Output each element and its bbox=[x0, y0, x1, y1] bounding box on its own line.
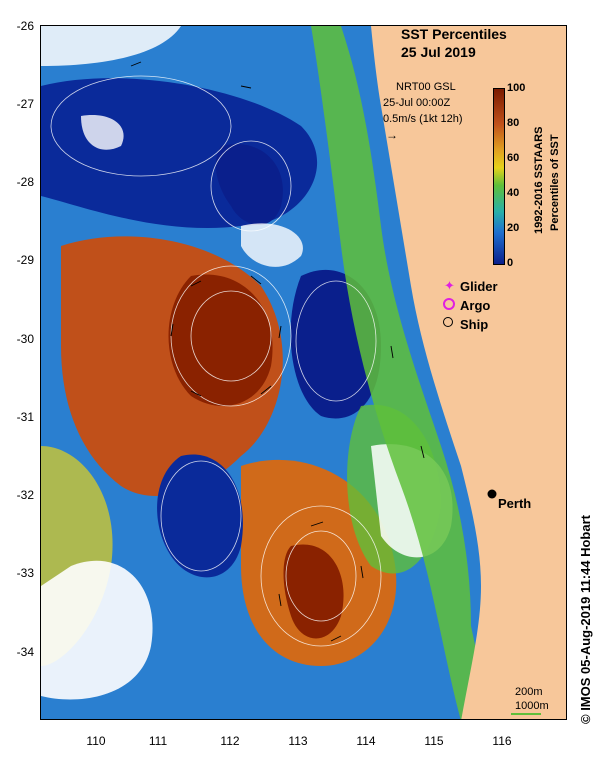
colorbar-tick-40: 40 bbox=[507, 187, 520, 199]
colorbar-tick-20: 20 bbox=[507, 222, 520, 234]
legend-ship: Ship bbox=[460, 317, 489, 332]
y-tick-label: -27 bbox=[16, 97, 34, 111]
colorbar-label-1: 1992-2016 SSTAARS bbox=[533, 126, 545, 234]
x-tick-label: 113 bbox=[288, 734, 308, 748]
legend-glider: Glider bbox=[460, 279, 498, 294]
y-tick-label: -30 bbox=[16, 332, 34, 346]
x-tick-label: 116 bbox=[492, 734, 512, 748]
y-tick-label: -31 bbox=[16, 410, 34, 424]
glider-icon: ✦ bbox=[444, 278, 455, 293]
cold-eddy-small bbox=[215, 144, 283, 225]
shelf-band bbox=[311, 26, 491, 719]
current-time: 25-Jul 00:00Z bbox=[383, 97, 451, 109]
argo-icon bbox=[443, 298, 455, 310]
cloud-gap-mid bbox=[241, 223, 303, 267]
cloud-gap-small bbox=[81, 115, 124, 150]
y-tick-label: -29 bbox=[16, 253, 34, 267]
land-western-australia bbox=[371, 26, 566, 719]
y-tick-label: -32 bbox=[16, 488, 34, 502]
x-tick-label: 112 bbox=[220, 734, 240, 748]
perth-label: Perth bbox=[498, 496, 532, 511]
y-tick-label: -34 bbox=[16, 645, 34, 659]
ship-icon bbox=[443, 317, 453, 327]
map-date: 25 Jul 2019 bbox=[401, 44, 476, 60]
cloud-gap-north bbox=[41, 26, 181, 66]
sst-map bbox=[41, 26, 566, 719]
current-scale: 0.5m/s (1kt 12h) bbox=[383, 113, 463, 125]
x-tick-label: 111 bbox=[148, 734, 168, 748]
y-tick-label: -26 bbox=[16, 19, 34, 33]
current-source: NRT00 GSL bbox=[396, 81, 456, 93]
legend-argo: Argo bbox=[460, 298, 491, 313]
warm-eddy-south-core bbox=[283, 544, 344, 639]
x-tick-label: 115 bbox=[424, 734, 444, 748]
current-scale-arrow-icon: → bbox=[386, 128, 398, 142]
map-title: SST Percentiles bbox=[401, 26, 507, 42]
colorbar-tick-60: 60 bbox=[507, 152, 520, 164]
credit-text: © IMOS 05-Aug-2019 11:44 Hobart bbox=[578, 515, 593, 724]
colorbar bbox=[493, 88, 505, 265]
colorbar-tick-0: 0 bbox=[507, 257, 514, 269]
colorbar-tick-80: 80 bbox=[507, 117, 520, 129]
current-vectors bbox=[130, 61, 425, 642]
y-tick-label: -28 bbox=[16, 175, 34, 189]
x-tick-label: 114 bbox=[356, 734, 376, 748]
cold-eddy-southwest bbox=[157, 454, 243, 578]
perth-marker bbox=[487, 489, 497, 499]
warm-eddy-core bbox=[168, 274, 273, 406]
scale-bar-200m: 200m bbox=[515, 686, 543, 698]
scale-bar-1000m: 1000m bbox=[515, 700, 549, 712]
cloud-gap-southwest bbox=[41, 560, 153, 700]
colorbar-label-2: Percentiles of SST bbox=[549, 134, 561, 231]
x-tick-label: 110 bbox=[86, 734, 106, 748]
map-area: SST Percentiles 25 Jul 2019 NRT00 GSL 25… bbox=[40, 25, 567, 720]
y-tick-label: -33 bbox=[16, 566, 34, 580]
colorbar-tick-100: 100 bbox=[507, 82, 526, 94]
